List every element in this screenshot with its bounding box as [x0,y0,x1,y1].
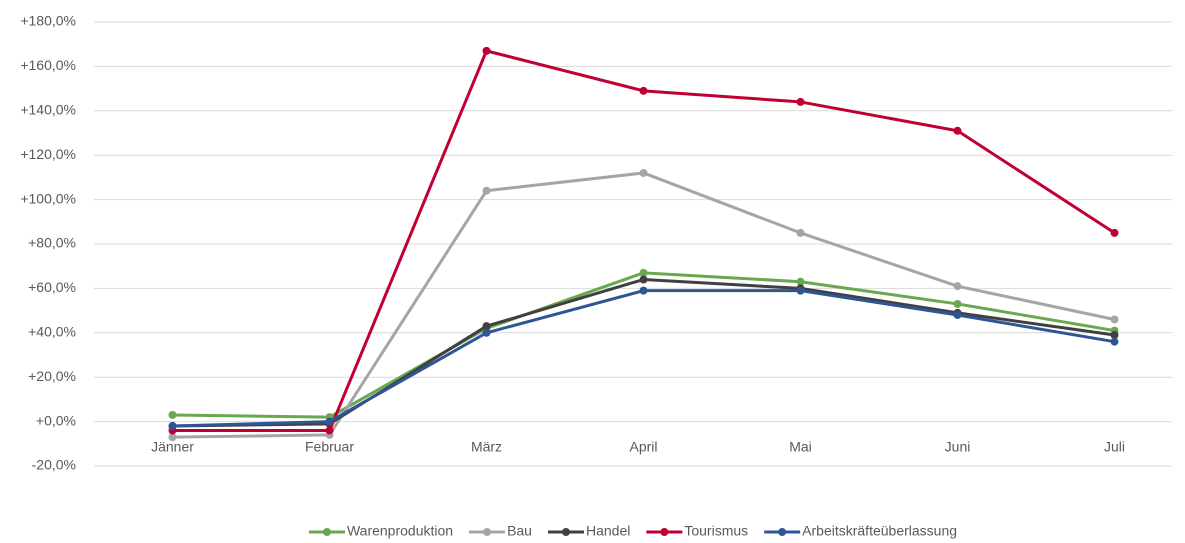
data-point [639,275,648,284]
data-point [168,433,177,442]
legend-label: Warenproduktion [347,523,453,539]
legend-item: Warenproduktion [308,523,453,539]
data-point [796,286,805,295]
data-point [482,186,491,195]
legend-label: Bau [507,523,532,539]
legend-item: Handel [547,523,630,539]
y-tick-label: +180,0% [20,13,76,29]
legend-item: Bau [469,523,532,539]
x-tick-label: Februar [305,438,354,454]
data-point [1110,337,1119,346]
data-point [796,277,805,286]
y-tick-label: +80,0% [28,235,76,251]
data-point [168,410,177,419]
data-point [953,282,962,291]
data-point [482,328,491,337]
data-point [953,126,962,135]
y-tick-label: +140,0% [20,102,76,118]
y-tick-label: +40,0% [28,324,76,340]
data-point [325,426,334,435]
data-point [1110,315,1119,324]
legend-item: Tourismus [646,523,748,539]
x-tick-label: Juli [1104,438,1125,454]
series-line [172,49,1116,432]
y-tick-label: +120,0% [20,146,76,162]
data-point [639,286,648,295]
data-point [482,322,491,331]
data-point [639,168,648,177]
series-line [172,289,1115,428]
legend-label: Arbeitskräfteüberlassung [802,523,957,539]
data-point [482,46,491,55]
data-point [639,86,648,95]
x-tick-label: Jänner [151,438,194,454]
x-tick-label: Mai [789,438,812,454]
y-tick-label: +20,0% [28,368,76,384]
data-point [168,422,177,431]
legend-marker [660,528,669,536]
data-point [953,311,962,320]
data-point [639,268,648,277]
x-tick-label: Juni [945,438,971,454]
data-point [325,417,334,426]
series-line [172,278,1115,428]
legend: Warenproduktion Bau Handel Tourismus Arbeits… [308,523,957,539]
x-tick-label: April [629,438,657,454]
legend-marker [322,528,331,536]
y-tick-label: +160,0% [20,57,76,73]
legend-marker [778,528,787,536]
series-line [172,171,1115,439]
legend-marker [483,528,492,536]
data-point [953,299,962,308]
y-tick-label: +100,0% [20,190,76,206]
data-point [1110,331,1119,340]
data-point [1110,228,1119,237]
x-tick-label: März [471,438,502,454]
legend-label: Handel [586,523,630,539]
data-point [796,228,805,237]
y-tick-label: -20,0% [32,457,76,473]
data-point [796,97,805,106]
legend-item: Arbeitskräfteüberlassung [764,523,957,539]
y-tick-label: +60,0% [28,279,76,295]
legend-label: Tourismus [684,523,748,539]
legend-marker [561,528,570,536]
y-tick-label: +0,0% [36,412,76,428]
